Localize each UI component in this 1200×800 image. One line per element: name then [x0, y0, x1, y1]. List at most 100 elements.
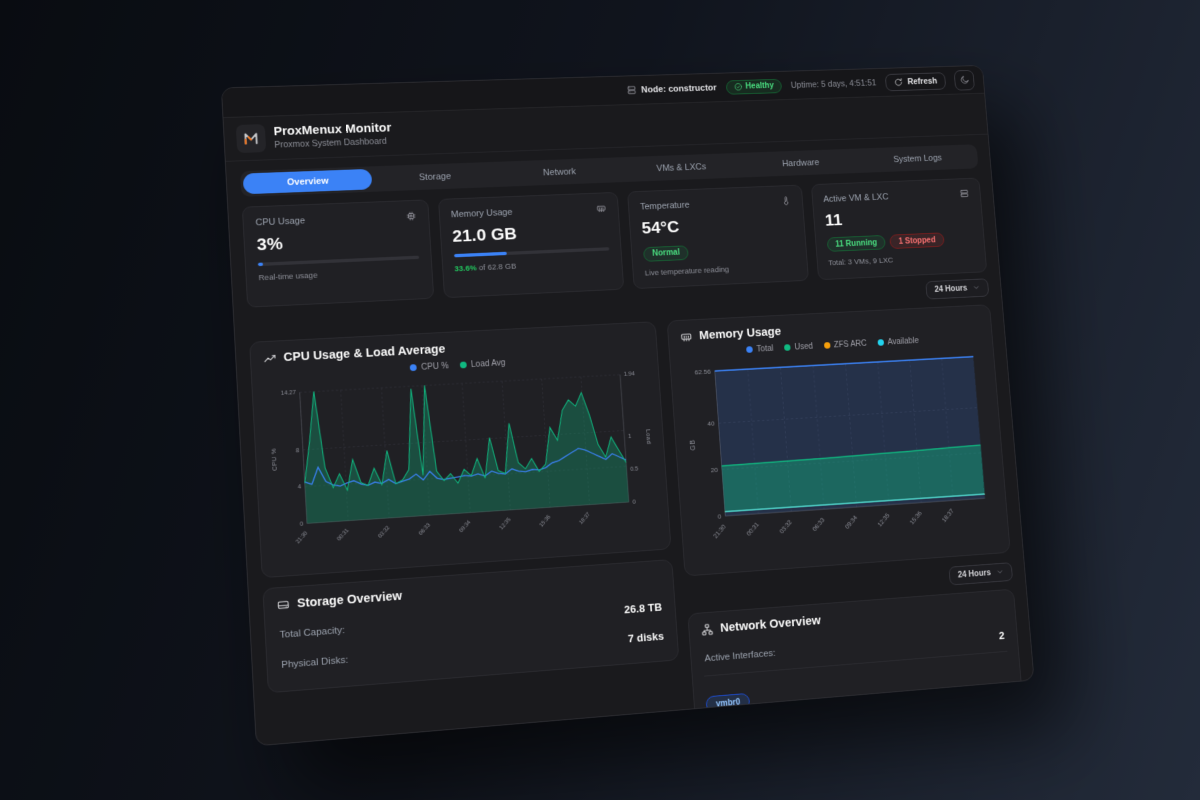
svg-text:20: 20	[711, 466, 719, 473]
storage-capacity-label: Total Capacity:	[279, 625, 346, 641]
dashboard-window: Node: constructor Healthy Uptime: 5 days…	[220, 65, 1035, 747]
svg-text:0.5: 0.5	[630, 466, 638, 472]
legend-item: Total	[746, 344, 774, 354]
svg-text:12:35: 12:35	[499, 516, 513, 530]
svg-text:8: 8	[296, 447, 300, 453]
left-column: CPU Usage & Load Average CPU % Load Avg 0…	[249, 320, 680, 694]
thermometer-icon	[780, 195, 791, 206]
memory-usage-value: 21.0 GB	[451, 224, 518, 246]
memory-percent: 33.6%	[454, 263, 477, 274]
node-label: Node: constructor	[640, 82, 717, 95]
svg-text:06:33: 06:33	[812, 516, 827, 533]
network-interfaces-value: 2	[998, 628, 1005, 642]
app-logo	[235, 124, 267, 154]
svg-text:14.27: 14.27	[281, 390, 296, 397]
refresh-label: Refresh	[907, 76, 938, 87]
network-icon	[701, 622, 715, 636]
cpu-load-chart-svg: 0 4 8 14.27 0 0.5 1 1.94 21:30 00:31 03:32 06:33 09:…	[270, 371, 652, 545]
check-circle-icon	[734, 82, 743, 91]
memory-chart-svg: 0 20 40 62.56 21:30 00:31 03:32 06:33 09:34 12:35…	[690, 343, 999, 540]
network-interfaces-label: Active Interfaces:	[704, 648, 776, 664]
temperature-status-badge: Normal	[643, 244, 690, 262]
cpu-icon	[405, 211, 416, 222]
tab-storage[interactable]: Storage	[371, 164, 498, 189]
refresh-icon	[893, 77, 903, 87]
app-subtitle: Proxmox System Dashboard	[274, 136, 388, 151]
svg-text:06:33: 06:33	[418, 522, 432, 537]
tab-vms-lxcs[interactable]: VMs & LXCs	[620, 155, 742, 179]
temperature-stat-card: Temperature 54°C Normal Live temperature…	[627, 184, 809, 289]
svg-text:09:34: 09:34	[844, 514, 859, 531]
svg-text:00:31: 00:31	[746, 520, 761, 537]
tab-hardware[interactable]: Hardware	[741, 151, 861, 175]
cpu-progress-fill	[257, 262, 263, 267]
svg-text:21:30: 21:30	[713, 523, 728, 540]
legend-item: CPU %	[410, 361, 449, 372]
interface-badge: vmbr0	[705, 692, 751, 714]
svg-text:0: 0	[300, 521, 304, 527]
cpu-chart: 0 4 8 14.27 0 0.5 1 1.94 21:30 00:31 03:32 06:33 09:…	[264, 361, 659, 566]
time-range-select[interactable]: 24 Hours	[925, 277, 990, 300]
legend-item: Used	[784, 342, 813, 352]
main-content: Overview Storage Network VMs & LXCs Hard…	[226, 135, 1035, 747]
storage-title: Storage Overview	[296, 589, 403, 611]
svg-text:0: 0	[718, 513, 722, 520]
hard-drive-icon	[276, 597, 291, 612]
network-title: Network Overview	[719, 613, 822, 635]
cpu-chart-title: CPU Usage & Load Average	[283, 342, 446, 365]
svg-text:21:30: 21:30	[295, 530, 309, 545]
svg-text:00:31: 00:31	[336, 527, 350, 542]
server-icon	[626, 85, 637, 96]
chevron-down-icon	[972, 283, 980, 291]
uptime-text: Uptime: 5 days, 4:51:51	[790, 77, 877, 90]
health-badge: Healthy	[725, 78, 783, 95]
temperature-card-title: Temperature	[639, 199, 690, 212]
svg-text:40: 40	[707, 420, 715, 427]
legend-item: ZFS ARC	[823, 339, 867, 350]
temperature-value: 54°C	[641, 217, 680, 238]
vm-stack-icon	[959, 188, 970, 199]
network-overview-card: Network Overview Active Interfaces: 2 vm…	[687, 588, 1023, 726]
charts-area: CPU Usage & Load Average CPU % Load Avg 0…	[249, 303, 1023, 746]
cpu-card-title: CPU Usage	[255, 215, 306, 228]
memory-card-title: Memory Usage	[450, 207, 513, 220]
storage-overview-card: Storage Overview Total Capacity: 26.8 TB…	[262, 558, 680, 694]
vm-card-title: Active VM & LXC	[823, 191, 889, 204]
right-column: Memory Usage Total Used ZFS ARC Available 0…	[666, 303, 1023, 726]
temperature-caption: Live temperature reading	[644, 264, 730, 278]
storage-disks-value: 7 disks	[627, 629, 665, 645]
svg-text:4: 4	[298, 484, 303, 490]
cpu-caption: Real-time usage	[258, 270, 318, 283]
tab-system-logs[interactable]: System Logs	[859, 147, 976, 171]
refresh-button[interactable]: Refresh	[884, 71, 947, 91]
memory-chart-card: Memory Usage Total Used ZFS ARC Available 0…	[666, 303, 1011, 577]
chevron-down-icon	[996, 568, 1004, 577]
time-range-label-memory: 24 Hours	[957, 568, 992, 580]
memory-caption: 33.6% of 62.8 GB	[454, 258, 610, 274]
svg-text:18:37: 18:37	[941, 507, 956, 523]
vm-caption: Total: 3 VMs, 9 LXC	[827, 255, 894, 268]
vm-running-badge: 11 Running	[826, 234, 887, 252]
theme-toggle-button[interactable]	[953, 69, 975, 91]
memory-icon	[596, 203, 607, 214]
svg-text:CPU %: CPU %	[270, 447, 279, 470]
legend-item: Load Avg	[460, 358, 506, 369]
time-range-select-memory[interactable]: 24 Hours	[948, 561, 1013, 586]
tab-overview[interactable]: Overview	[242, 168, 373, 195]
moon-icon	[959, 75, 970, 85]
storage-disks-label: Physical Disks:	[281, 655, 349, 671]
memory-progress-bar	[453, 247, 610, 258]
svg-text:1.94: 1.94	[624, 371, 636, 378]
time-range-label: 24 Hours	[934, 283, 968, 294]
trending-up-icon	[263, 351, 277, 365]
node-indicator: Node: constructor	[626, 82, 717, 95]
svg-text:GB: GB	[690, 439, 698, 450]
svg-text:1: 1	[628, 433, 632, 439]
proxmenux-logo-icon	[241, 129, 261, 148]
svg-text:03:32: 03:32	[779, 518, 794, 535]
cpu-chart-card: CPU Usage & Load Average CPU % Load Avg 0…	[249, 320, 672, 578]
svg-text:18:37: 18:37	[578, 511, 591, 525]
tab-network[interactable]: Network	[497, 160, 622, 185]
svg-text:09:34: 09:34	[459, 519, 473, 533]
svg-text:Load: Load	[644, 429, 652, 445]
